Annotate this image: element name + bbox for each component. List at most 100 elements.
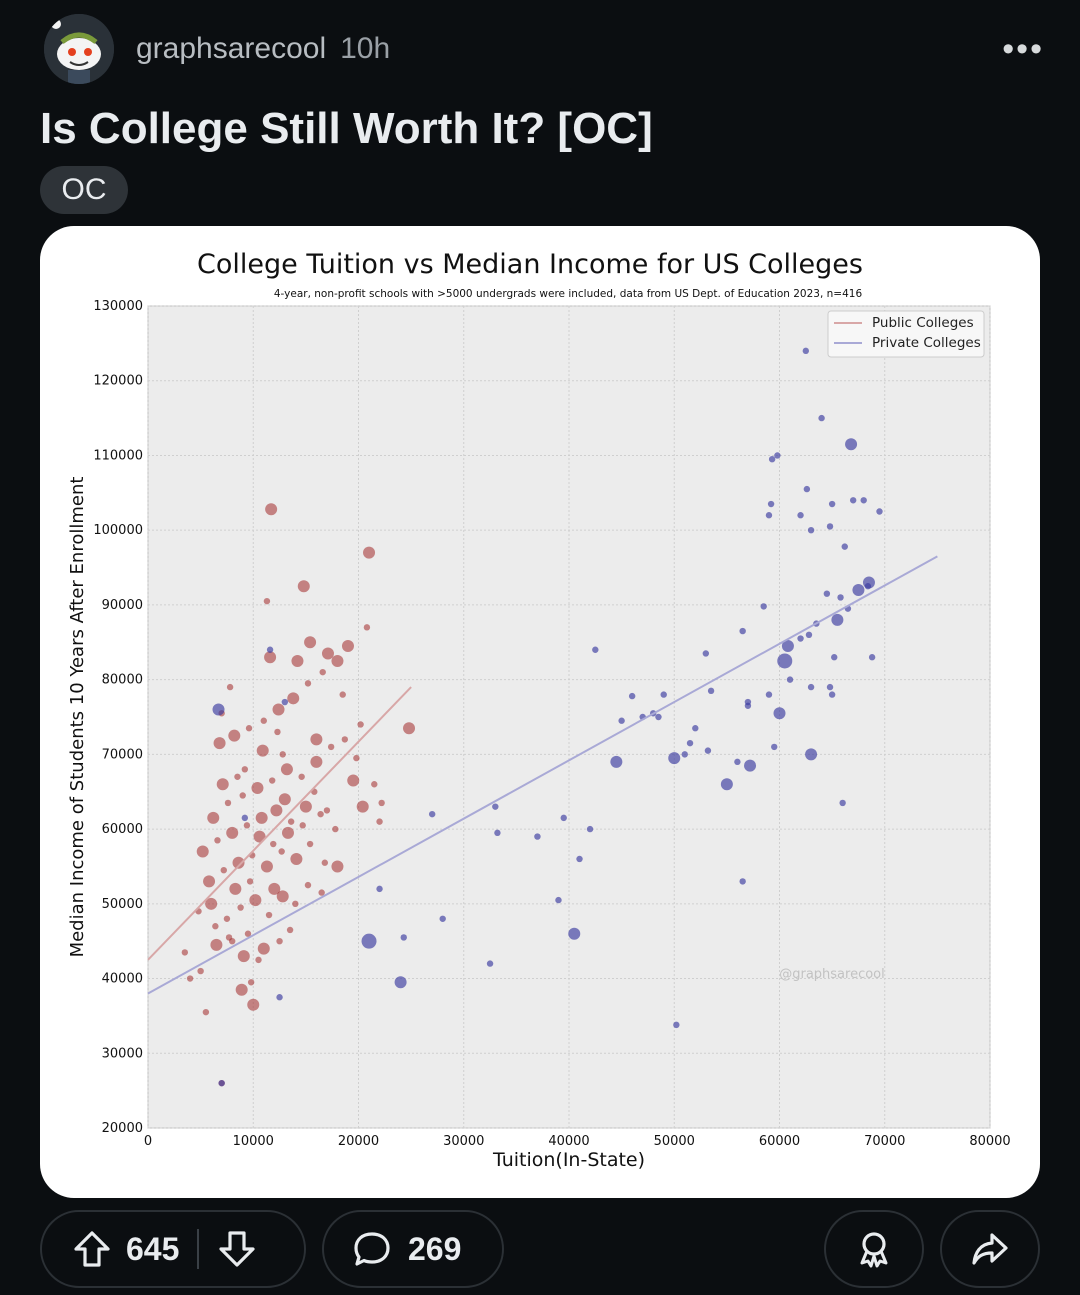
legend-label-private: Private Colleges [872, 335, 981, 351]
x-tick-label: 60000 [759, 1134, 800, 1149]
chart-card[interactable]: College Tuition vs Median Income for US … [40, 226, 1040, 1198]
public-college-point [298, 773, 305, 780]
y-tick-label: 90000 [102, 598, 143, 613]
public-college-point [291, 654, 304, 667]
private-college-point [266, 646, 274, 653]
post-header: graphsarecool 10h ••• [44, 12, 1044, 84]
private-college-point [864, 583, 872, 590]
chart-subtitle: 4-year, non-profit schools with >5000 un… [274, 288, 863, 300]
private-college-point [610, 755, 623, 768]
private-college-point [831, 654, 838, 661]
award-button[interactable] [824, 1210, 924, 1288]
public-college-point [241, 766, 249, 773]
public-college-point [292, 900, 299, 908]
public-college-point [260, 717, 267, 724]
share-button[interactable] [940, 1210, 1040, 1288]
public-college-point [270, 840, 277, 848]
private-college-point [439, 915, 446, 922]
public-college-point [304, 881, 312, 889]
private-college-point [860, 497, 867, 504]
public-college-point [237, 904, 244, 911]
x-tick-label: 50000 [654, 1134, 695, 1149]
y-tick-label: 120000 [93, 374, 143, 389]
public-college-point [272, 703, 285, 716]
comment-count: 269 [408, 1230, 462, 1267]
private-college-point [765, 691, 773, 698]
public-college-point [278, 793, 291, 806]
post-flair[interactable]: OC [40, 166, 128, 214]
private-college-point [826, 523, 834, 530]
public-college-point [205, 897, 218, 910]
private-college-point [739, 878, 746, 885]
public-college-point [246, 878, 254, 885]
public-college-point [212, 923, 219, 930]
y-tick-label: 40000 [102, 972, 143, 987]
y-tick-label: 70000 [102, 747, 143, 762]
private-college-point [781, 640, 794, 653]
public-college-point [376, 818, 383, 825]
private-college-point [768, 455, 776, 463]
private-college-point [681, 751, 688, 758]
public-college-point [403, 722, 416, 735]
public-college-point [310, 733, 323, 746]
public-college-point [224, 799, 232, 807]
private-college-point [797, 635, 804, 642]
post-title[interactable]: Is College Still Worth It? [OC] [40, 104, 653, 153]
public-college-point [347, 774, 360, 787]
private-college-point [376, 885, 383, 893]
upvote-arrow-icon[interactable] [72, 1229, 112, 1269]
public-college-point [321, 647, 334, 660]
action-bar: 645 269 [40, 1210, 1040, 1290]
public-college-point [255, 811, 268, 824]
public-college-point [317, 810, 324, 818]
private-college-point [797, 512, 804, 519]
public-college-point [304, 636, 317, 649]
private-college-point [707, 687, 715, 695]
public-college-point [276, 937, 283, 945]
public-college-point [207, 811, 220, 824]
public-college-point [220, 866, 227, 874]
public-college-point [253, 830, 266, 843]
avatar[interactable] [44, 14, 114, 84]
public-college-point [353, 754, 360, 762]
private-college-point [486, 960, 494, 967]
public-college-point [287, 818, 295, 825]
downvote-arrow-icon[interactable] [217, 1229, 257, 1269]
private-college-point [276, 994, 283, 1001]
private-college-point [777, 653, 793, 669]
private-college-point [576, 855, 583, 863]
private-college-point [786, 676, 794, 683]
public-college-point [226, 683, 234, 691]
public-college-point [278, 848, 285, 855]
chart-title: College Tuition vs Median Income for US … [197, 249, 863, 280]
private-college-point [560, 814, 567, 822]
private-college-point [876, 508, 883, 515]
public-college-point [264, 651, 277, 664]
public-college-point [235, 983, 248, 996]
x-tick-label: 10000 [233, 1134, 274, 1149]
author-name[interactable]: graphsarecool [136, 32, 327, 65]
public-college-point [270, 804, 283, 817]
public-college-point [356, 800, 369, 813]
public-college-point [274, 728, 281, 736]
y-tick-label: 50000 [102, 897, 143, 912]
public-college-point [232, 856, 245, 869]
private-college-point [739, 627, 746, 635]
private-college-point [845, 438, 858, 451]
public-college-point [321, 859, 329, 866]
y-tick-label: 30000 [102, 1046, 143, 1061]
more-options-icon[interactable]: ••• [1002, 30, 1044, 68]
y-axis-label: Median Income of Students 10 Years After… [67, 477, 88, 958]
public-college-point [327, 743, 335, 751]
public-college-point [290, 852, 303, 865]
private-college-point [805, 748, 818, 761]
y-tick-label: 100000 [93, 523, 143, 538]
private-college-point [494, 829, 501, 837]
public-college-point [263, 597, 271, 605]
vote-divider [197, 1229, 200, 1269]
private-college-point [702, 650, 710, 657]
public-college-point [332, 825, 339, 833]
public-college-point [299, 822, 306, 829]
comments-button[interactable]: 269 [322, 1210, 504, 1288]
public-college-point [297, 580, 310, 593]
